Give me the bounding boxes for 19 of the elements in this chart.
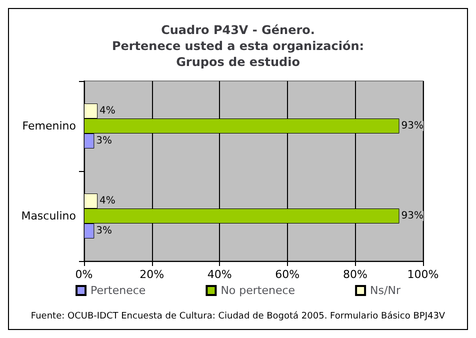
- x-tick-label: 40%: [207, 268, 232, 281]
- legend-label: Ns/Nr: [370, 284, 401, 297]
- legend-label: No pertenece: [220, 284, 296, 297]
- source-note: Fuente: OCUB-IDCT Encuesta de Cultura: Ciudad de Bogotá 2005. Formulario Básico BPJ43V: [30, 310, 446, 322]
- data-label: 93%: [401, 210, 424, 222]
- data-label: 3%: [96, 136, 112, 146]
- legend-label: Pertenece: [90, 284, 146, 297]
- x-tick-label: 20%: [140, 268, 164, 281]
- x-tick-label: 100%: [407, 268, 439, 281]
- data-label: 3%: [96, 226, 112, 236]
- data-label: 4%: [100, 196, 116, 206]
- data-label: 4%: [100, 106, 116, 116]
- x-tick-label: 60%: [275, 268, 300, 281]
- y-tick-label: Femenino: [22, 120, 76, 132]
- x-tick-label: 80%: [342, 268, 368, 281]
- x-tick-label: 0%: [75, 268, 93, 281]
- y-tick-label: Masculino: [21, 210, 76, 222]
- chart-title: Cuadro P43V - Género. Pertenece usted a esta organización: Grupos de estudio: [112, 23, 364, 69]
- data-label: 93%: [401, 120, 424, 132]
